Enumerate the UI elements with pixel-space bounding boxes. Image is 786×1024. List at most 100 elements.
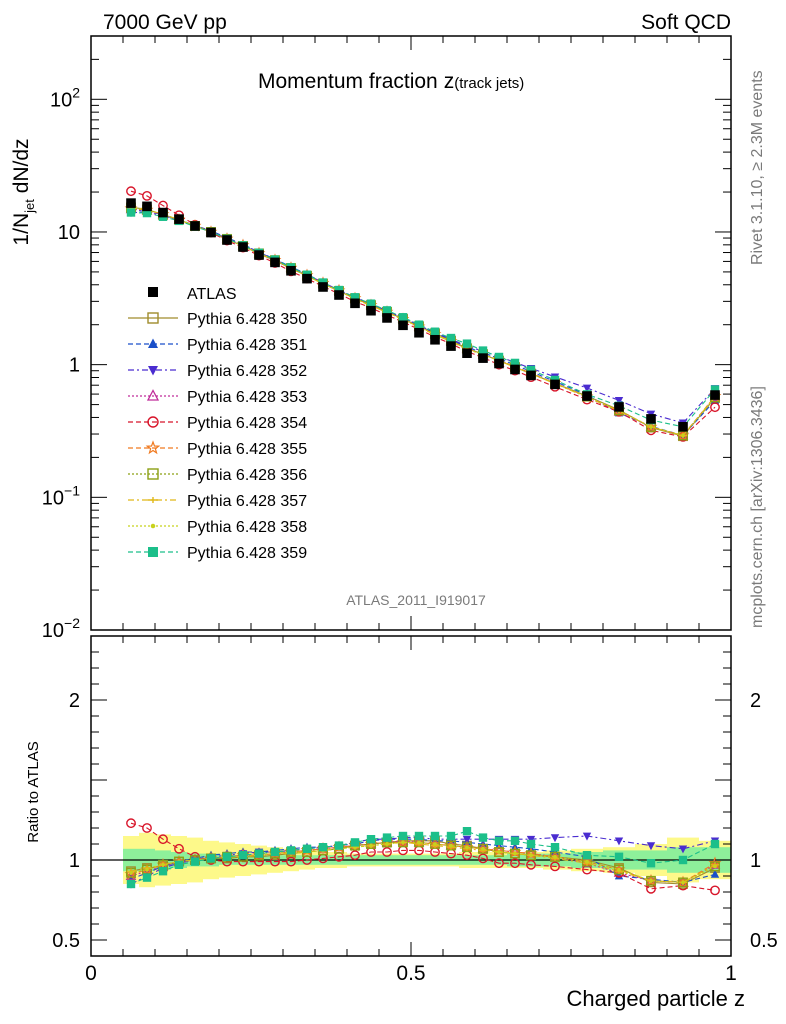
data-point	[430, 334, 440, 345]
ratio-point	[710, 861, 720, 872]
main-point	[350, 293, 360, 302]
main-point	[494, 352, 504, 362]
ratio-point	[710, 839, 720, 849]
data-point	[414, 327, 424, 338]
ratio-point	[614, 852, 624, 861]
y-tick-label-ratio-right: 0.5	[750, 930, 778, 952]
ratio-point	[158, 867, 168, 876]
ratio-point	[318, 843, 328, 852]
rivet-label: Rivet 3.1.10, ≥ 2.3M events	[749, 70, 766, 265]
legend-label-7: Pythia 6.428 357	[187, 493, 307, 510]
x-tick-label: 1	[725, 962, 737, 985]
data-point	[286, 265, 296, 276]
ratio-point	[478, 853, 488, 864]
ratio-point	[710, 885, 720, 896]
ratio-point	[494, 836, 504, 845]
data-point	[478, 353, 488, 363]
legend-marker-9	[148, 547, 158, 557]
ratio-point	[550, 843, 560, 852]
energy-label: 7000 GeV pp	[103, 11, 227, 34]
legend-marker-5	[145, 440, 161, 455]
data-point	[366, 305, 376, 316]
data-point	[526, 370, 536, 381]
ratio-point	[129, 870, 133, 875]
data-point	[254, 250, 264, 260]
ratio-point	[713, 864, 717, 869]
analysis-label: ATLAS_2011_I919017	[346, 592, 486, 608]
ratio-point	[529, 853, 533, 858]
ratio-point	[465, 845, 469, 850]
main-point	[398, 313, 408, 322]
x-tick-label: 0	[85, 962, 97, 985]
ratio-point	[617, 867, 621, 872]
ratio-point	[494, 858, 504, 869]
x-tick-label: 0.5	[396, 962, 425, 985]
ratio-point	[161, 862, 165, 867]
main-point	[710, 402, 720, 413]
ratio-point	[350, 850, 360, 861]
ratio-point	[614, 837, 624, 846]
data-point	[462, 348, 472, 358]
ratio-point	[430, 831, 440, 841]
legend-label-4: Pythia 6.428 354	[187, 415, 307, 432]
x-axis-title: Charged particle z	[566, 986, 745, 1011]
legend-label-2: Pythia 6.428 352	[187, 363, 307, 380]
ratio-frame	[90, 635, 732, 957]
ratio-point	[145, 867, 149, 872]
ratio-point	[254, 849, 264, 858]
main-point	[334, 285, 344, 295]
main-point	[366, 299, 376, 308]
ratio-point	[497, 850, 501, 854]
ratio-point	[582, 832, 592, 841]
main-point	[126, 186, 136, 197]
legend-marker-2	[148, 366, 158, 376]
main-frame	[90, 35, 732, 631]
main-point	[614, 397, 624, 406]
main-line-4	[130, 190, 716, 438]
data-point	[510, 364, 520, 375]
ratio-point	[350, 838, 360, 847]
data-point	[158, 207, 168, 218]
data-point	[270, 257, 280, 268]
data-point	[206, 227, 216, 238]
ratio-point	[382, 833, 392, 842]
y-tick-label-ratio-right: 2	[750, 690, 761, 712]
legend-marker-3	[146, 389, 160, 401]
ratio-point	[449, 843, 453, 848]
legend-marker-4	[147, 416, 159, 428]
data-point	[350, 298, 360, 309]
data-point	[710, 390, 720, 400]
main-point	[710, 385, 720, 394]
legend-marker-7	[148, 497, 158, 503]
ratio-point	[478, 833, 488, 842]
ratio-point	[646, 859, 656, 868]
ratio-series	[124, 818, 722, 896]
main-point	[510, 358, 520, 368]
data-point	[222, 235, 232, 245]
data-point	[382, 313, 392, 323]
ratio-point	[462, 835, 472, 844]
ratio-point	[417, 840, 421, 845]
main-point	[142, 208, 152, 218]
legend-marker-1	[148, 338, 158, 348]
main-line-9	[130, 211, 716, 428]
ratio-point	[222, 852, 232, 861]
ratio-point	[401, 840, 405, 845]
ratio-point	[646, 842, 656, 851]
legend-marker-6	[147, 468, 159, 480]
ratio-point	[158, 834, 168, 845]
data-point	[446, 341, 456, 351]
data-point	[126, 198, 136, 208]
ratio-point	[510, 858, 520, 869]
ratio-point	[678, 855, 688, 865]
y-axis-title-ratio: Ratio to ATLAS	[25, 741, 42, 842]
legend-label-data: ATLAS	[187, 286, 237, 303]
legend-label-6: Pythia 6.428 356	[187, 467, 307, 484]
y-tick-label-main: 102	[50, 84, 80, 111]
ratio-point	[550, 851, 560, 862]
data-point	[318, 282, 328, 292]
data-point	[678, 422, 688, 432]
main-point	[582, 384, 592, 393]
legend: ATLAS Pythia 6.428 350 Pythia 6.428 351 Pyt…	[128, 286, 307, 562]
